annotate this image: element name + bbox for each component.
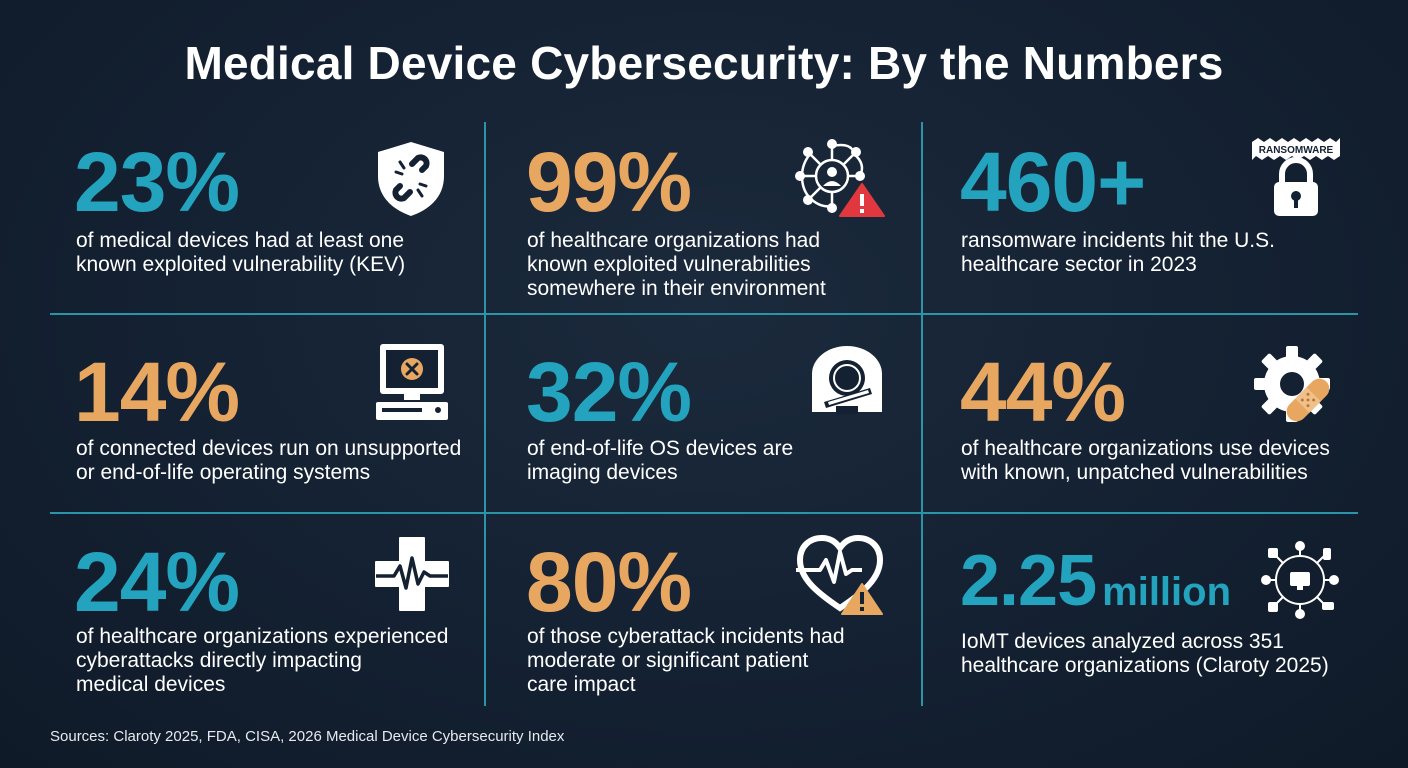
stat-value: 14% (74, 345, 240, 439)
grid-divider-horizontal-2 (50, 512, 1358, 514)
network-user-alert-icon (794, 136, 886, 223)
stat-value: 460+ (960, 135, 1146, 229)
stat-value: 44% (960, 345, 1126, 439)
stat-value: 23% (74, 135, 240, 229)
heart-warning-icon (796, 534, 886, 621)
sources-footnote: Sources: Claroty 2025, FDA, CISA, 2026 M… (50, 728, 565, 745)
stat-value: 32% (526, 345, 692, 439)
ransomware-label: RANSOMWARE (1259, 145, 1334, 156)
stat-value: 99% (526, 135, 692, 229)
stat-description: of end-of-life OS devices are imaging de… (527, 437, 794, 484)
stat-description: of healthcare organizations had known ex… (527, 229, 826, 300)
medical-cross-heartbeat-icon (374, 536, 450, 617)
stat-description: of healthcare organizations use devices … (961, 437, 1330, 484)
grid-divider-vertical-2 (921, 122, 923, 706)
imaging-scanner-icon (806, 344, 888, 421)
stat-description: of connected devices run on unsupported … (76, 437, 462, 484)
grid-divider-horizontal-1 (50, 313, 1358, 315)
stat-description: of healthcare organizations experienced … (76, 625, 449, 696)
gear-bandage-icon (1252, 344, 1334, 431)
stat-value: 24% (74, 535, 240, 629)
page-title: Medical Device Cybersecurity: By the Num… (184, 37, 1224, 89)
iomt-network-icon (1260, 540, 1340, 625)
stat-description: IoMT devices analyzed across 351 healthc… (961, 630, 1329, 677)
stat-description: of medical devices had at least one know… (76, 229, 406, 276)
ransomware-lock-icon: RANSOMWARE (1250, 136, 1342, 225)
stat-description: ransomware incidents hit the U.S. health… (961, 229, 1275, 276)
stat-value: 2.25 million (960, 541, 1232, 621)
stat-unit: million (1102, 570, 1232, 614)
stat-description: of those cyberattack incidents had moder… (527, 625, 845, 696)
broken-link-shield-icon (374, 140, 448, 223)
error-computer-icon (374, 342, 450, 429)
grid-divider-vertical-1 (484, 122, 486, 706)
stat-value: 80% (526, 535, 692, 629)
